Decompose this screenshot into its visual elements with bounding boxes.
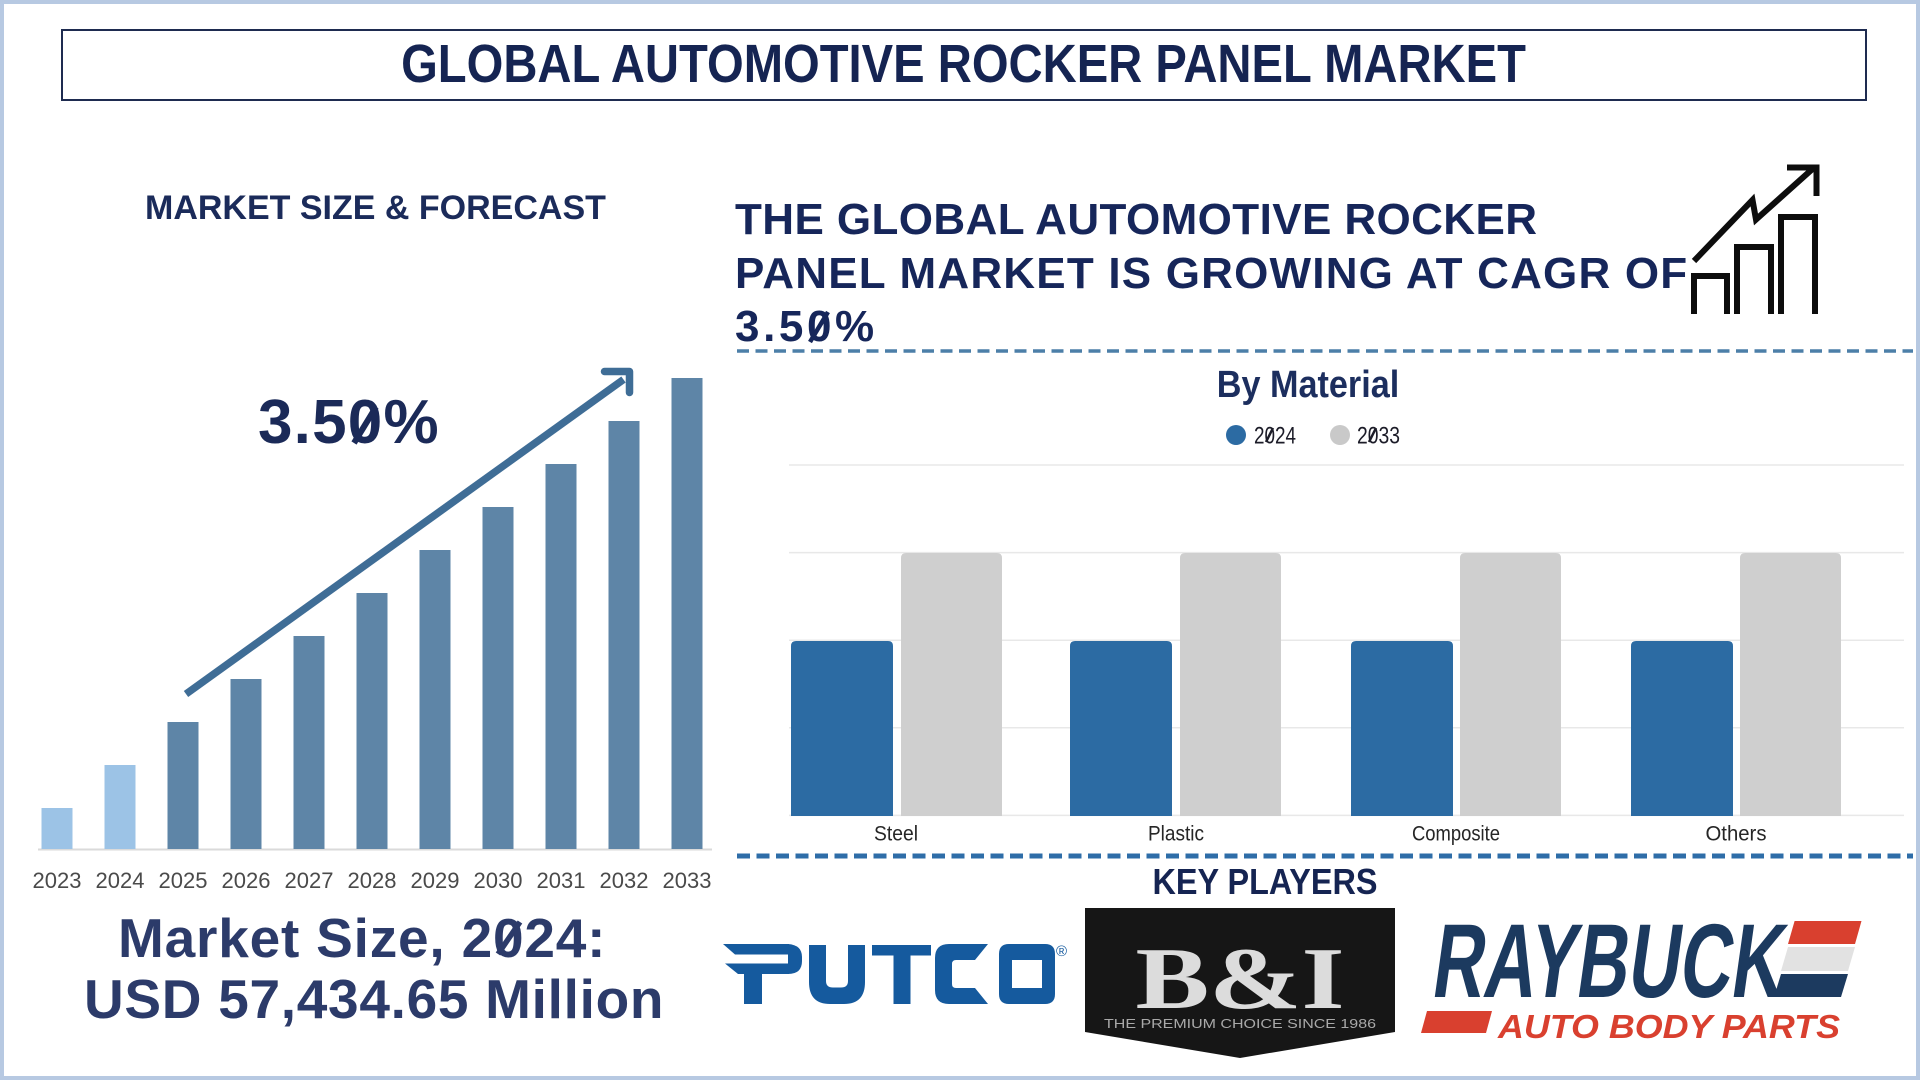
svg-text:THE PREMIUM CHOICE SINCE 1986: THE PREMIUM CHOICE SINCE 1986 [1104,1016,1376,1031]
svg-text:Steel: Steel [874,823,918,846]
svg-text:2028: 2028 [348,868,397,893]
svg-text:2032: 2032 [600,868,649,893]
svg-text:2030: 2030 [474,868,523,893]
svg-text:Others: Others [1706,823,1767,846]
svg-text:®: ® [1056,943,1067,960]
svg-text:Composite: Composite [1412,823,1500,846]
svg-text:2024: 2024 [1254,423,1296,450]
svg-text:2031: 2031 [537,868,586,893]
svg-text:2033: 2033 [663,868,712,893]
svg-text:2029: 2029 [411,868,460,893]
svg-text:2024: 2024 [96,868,145,893]
svg-text:Plastic: Plastic [1148,823,1204,846]
svg-text:2033: 2033 [1357,423,1400,450]
svg-text:AUTO BODY PARTS: AUTO BODY PARTS [1497,1008,1840,1045]
svg-text:B&I: B&I [1136,931,1345,1028]
svg-text:2027: 2027 [285,868,334,893]
svg-text:2023: 2023 [33,868,82,893]
svg-text:2025: 2025 [159,868,208,893]
svg-text:RAYBUCK: RAYBUCK [1427,903,1794,1020]
svg-text:2026: 2026 [222,868,271,893]
